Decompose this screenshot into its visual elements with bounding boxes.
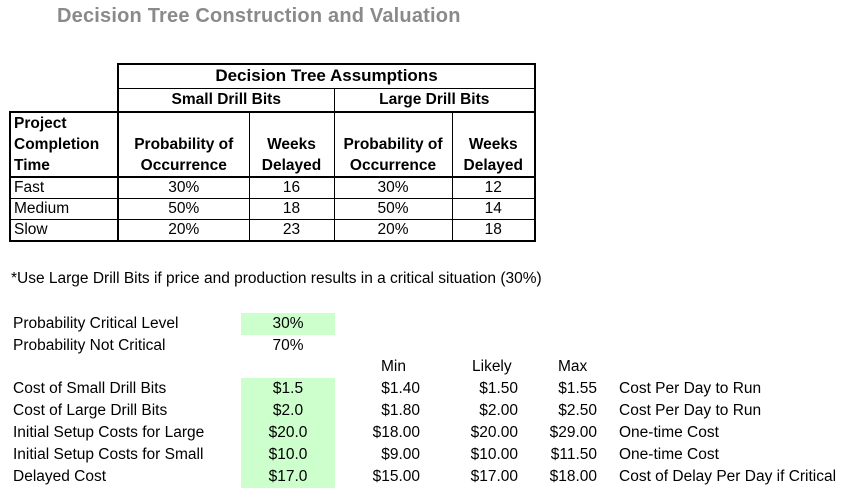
large-weeks-cell: 12	[451, 176, 536, 199]
blank-cell	[10, 88, 118, 113]
col-header-large-prob: Probability of Occurrence	[333, 111, 453, 178]
cost-description: Cost Per Day to Run	[619, 380, 762, 397]
assumptions-table: Decision Tree Assumptions Small Drill Bi…	[9, 63, 536, 242]
cost-row: Cost of Small Drill Bits $1.5 $1.40 $1.5…	[0, 378, 860, 400]
cost-max: $2.50	[558, 402, 597, 419]
col-header-small-weeks: Weeks Delayed	[248, 111, 335, 178]
col-header-large-weeks-line2: Delayed	[463, 157, 523, 174]
probability-critical-value[interactable]: 30%	[241, 313, 335, 335]
probability-not-critical-value: 70%	[272, 337, 304, 354]
col-header-small-weeks-line1: Weeks	[267, 136, 316, 153]
col-header-large-weeks-line1: Weeks	[468, 136, 518, 153]
large-prob-cell: 20%	[333, 219, 453, 242]
cost-likely: $10.00	[470, 446, 518, 463]
assumptions-header: Decision Tree Assumptions	[117, 63, 536, 89]
col-header-small-prob-line1: Probability of	[134, 136, 234, 153]
blank-cell	[10, 64, 118, 88]
cost-max: $18.00	[549, 468, 597, 485]
small-drill-bits-header: Small Drill Bits	[117, 87, 335, 113]
cost-row: Initial Setup Costs for Small $10.0 $9.0…	[0, 444, 860, 466]
cost-value[interactable]: $17.0	[241, 466, 335, 488]
cost-label: Initial Setup Costs for Large	[13, 424, 205, 441]
min-header: Min	[381, 358, 406, 375]
table-row: Fast 30% 16 30% 12	[9, 176, 536, 199]
col-header-small-weeks-line2: Delayed	[261, 157, 322, 174]
probability-not-critical-label: Probability Not Critical	[13, 337, 166, 354]
cost-likely: $1.50	[479, 380, 518, 397]
small-weeks-cell: 16	[248, 176, 335, 199]
col-header-time: Project Completion Time	[9, 111, 119, 178]
row-time: Fast	[9, 176, 119, 199]
cost-max: $1.55	[558, 380, 597, 397]
cost-max: $11.50	[550, 446, 597, 463]
cost-row: Delayed Cost $17.0 $15.00 $17.00 $18.00 …	[0, 466, 860, 488]
cost-min: $15.00	[372, 468, 420, 485]
large-weeks-cell: 18	[451, 219, 536, 242]
small-prob-cell: 30%	[117, 176, 250, 199]
small-prob-cell: 20%	[117, 219, 250, 242]
cost-label: Cost of Small Drill Bits	[13, 380, 167, 397]
col-header-time-line2: Completion	[14, 136, 100, 153]
col-header-large-prob-line2: Occurrence	[349, 157, 437, 174]
row-time: Medium	[9, 198, 119, 220]
cost-description: One-time Cost	[619, 446, 719, 463]
cost-min: $18.00	[372, 424, 420, 441]
table-row: Slow 20% 23 20% 18	[9, 219, 536, 242]
large-drill-bits-header: Large Drill Bits	[333, 87, 536, 113]
cost-label: Initial Setup Costs for Small	[13, 446, 204, 463]
max-header: Max	[558, 358, 588, 375]
cost-min: $1.80	[381, 402, 420, 419]
large-prob-cell: 30%	[333, 176, 453, 199]
probability-not-critical-row: Probability Not Critical 70%	[0, 335, 860, 357]
cost-label: Delayed Cost	[13, 468, 107, 485]
cost-likely: $2.00	[479, 402, 518, 419]
col-header-large-prob-line1: Probability of	[343, 136, 443, 153]
col-header-small-prob: Probability of Occurrence	[117, 111, 250, 178]
small-weeks-cell: 23	[248, 219, 335, 242]
cost-row: Cost of Large Drill Bits $2.0 $1.80 $2.0…	[0, 400, 860, 422]
page-title: Decision Tree Construction and Valuation	[57, 5, 461, 27]
cost-likely: $17.00	[470, 468, 518, 485]
cost-label: Cost of Large Drill Bits	[13, 402, 168, 419]
cost-row: Initial Setup Costs for Large $20.0 $18.…	[0, 422, 860, 444]
large-drill-note: *Use Large Drill Bits if price and produ…	[11, 270, 542, 287]
col-header-time-line1: Project	[14, 115, 67, 132]
cost-max: $29.00	[549, 424, 597, 441]
probability-critical-label: Probability Critical Level	[13, 315, 179, 332]
small-weeks-cell: 18	[248, 198, 335, 220]
table-row: Medium 50% 18 50% 14	[9, 198, 536, 220]
cost-value[interactable]: $20.0	[241, 422, 335, 444]
cost-min: $9.00	[381, 446, 420, 463]
large-prob-cell: 50%	[333, 198, 453, 220]
cost-value[interactable]: $1.5	[241, 378, 335, 400]
cost-description: Cost of Delay Per Day if Critical	[619, 468, 837, 485]
col-header-time-line3: Time	[14, 157, 50, 174]
cost-description: One-time Cost	[619, 424, 719, 441]
large-weeks-cell: 14	[451, 198, 536, 220]
row-time: Slow	[9, 219, 119, 242]
probability-critical-row: Probability Critical Level 30%	[0, 313, 860, 335]
cost-value[interactable]: $2.0	[241, 400, 335, 422]
cost-description: Cost Per Day to Run	[619, 402, 762, 419]
col-header-large-weeks: Weeks Delayed	[451, 111, 536, 178]
likely-header: Likely	[472, 358, 512, 375]
cost-min: $1.40	[381, 380, 420, 397]
small-prob-cell: 50%	[117, 198, 250, 220]
cost-value[interactable]: $10.0	[241, 444, 335, 466]
col-header-small-prob-line2: Occurrence	[140, 157, 227, 174]
cost-likely: $20.00	[470, 424, 518, 441]
